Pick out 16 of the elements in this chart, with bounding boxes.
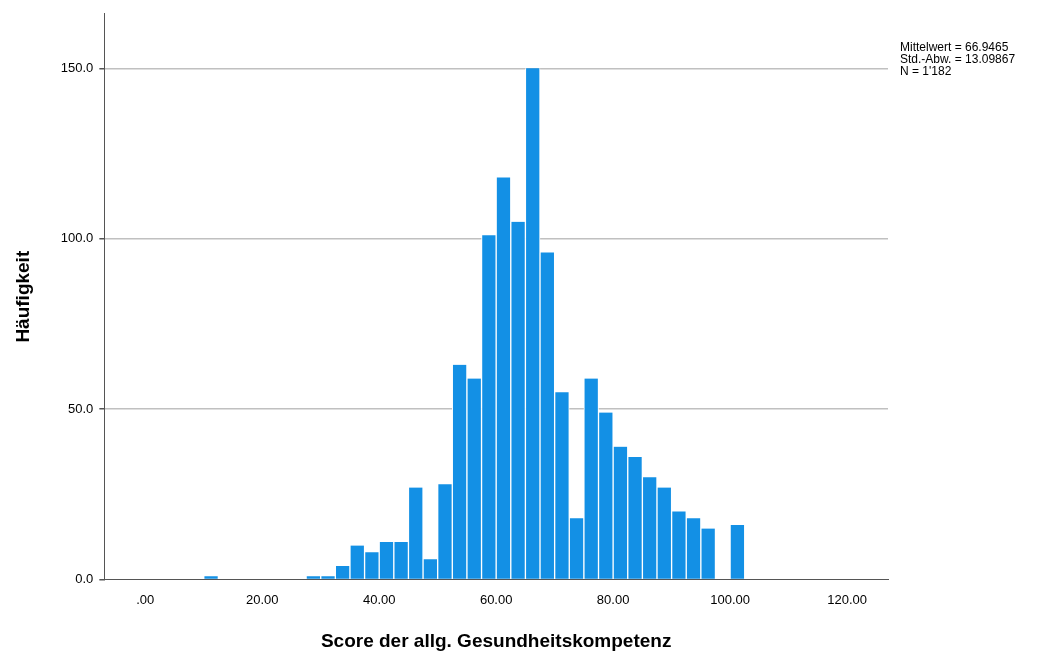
x-axis-title: Score der allg. Gesundheitskompetenz <box>320 629 672 651</box>
y-axis-title: Häufigkeit <box>11 250 33 343</box>
x-tick-label: .00 <box>136 591 155 607</box>
x-tick-label: 80.00 <box>596 591 630 607</box>
x-tick-label: 60.00 <box>479 591 513 607</box>
y-tick-label: 50.0 <box>68 400 94 416</box>
y-tick-label: 0.0 <box>75 571 94 587</box>
x-tick-label: 40.00 <box>362 591 396 607</box>
y-tick-label: 150.0 <box>60 59 94 75</box>
text: Mittelwert = 66.9465 <box>900 40 1009 55</box>
text: N = 1'182 <box>900 64 952 79</box>
x-tick-label: 100.00 <box>710 591 750 607</box>
x-tick-label: 20.00 <box>245 591 279 607</box>
x-tick-label: 120.00 <box>827 591 867 607</box>
text: Std.-Abw. = 13.09867 <box>900 52 1016 67</box>
y-tick-label: 100.0 <box>60 230 94 246</box>
